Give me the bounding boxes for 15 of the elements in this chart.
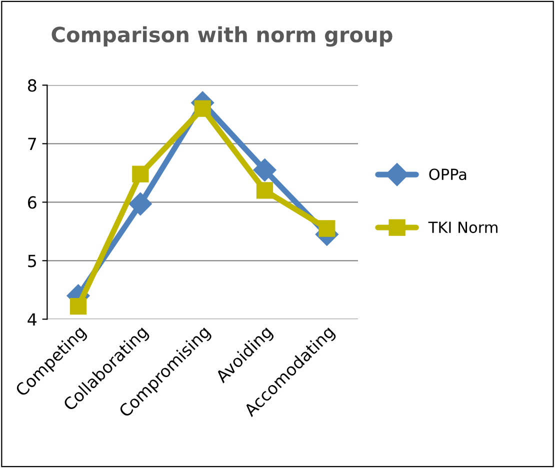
point bbox=[70, 298, 87, 315]
point bbox=[318, 220, 336, 237]
point bbox=[194, 100, 211, 117]
y-tick-label: 7 bbox=[28, 138, 36, 150]
y-tick-label: 5 bbox=[28, 254, 36, 268]
point bbox=[128, 192, 152, 216]
legend-label: OPPa bbox=[429, 168, 466, 180]
y-tick-label: 8 bbox=[28, 79, 36, 92]
point bbox=[132, 166, 149, 182]
point bbox=[256, 182, 274, 199]
point bbox=[253, 158, 276, 182]
y-tick-label: 6 bbox=[28, 196, 36, 209]
chart-title: Comparison with norm group bbox=[52, 26, 392, 47]
legend-label: TKI Norm bbox=[428, 222, 498, 234]
y-tick-label: 4 bbox=[28, 313, 37, 326]
